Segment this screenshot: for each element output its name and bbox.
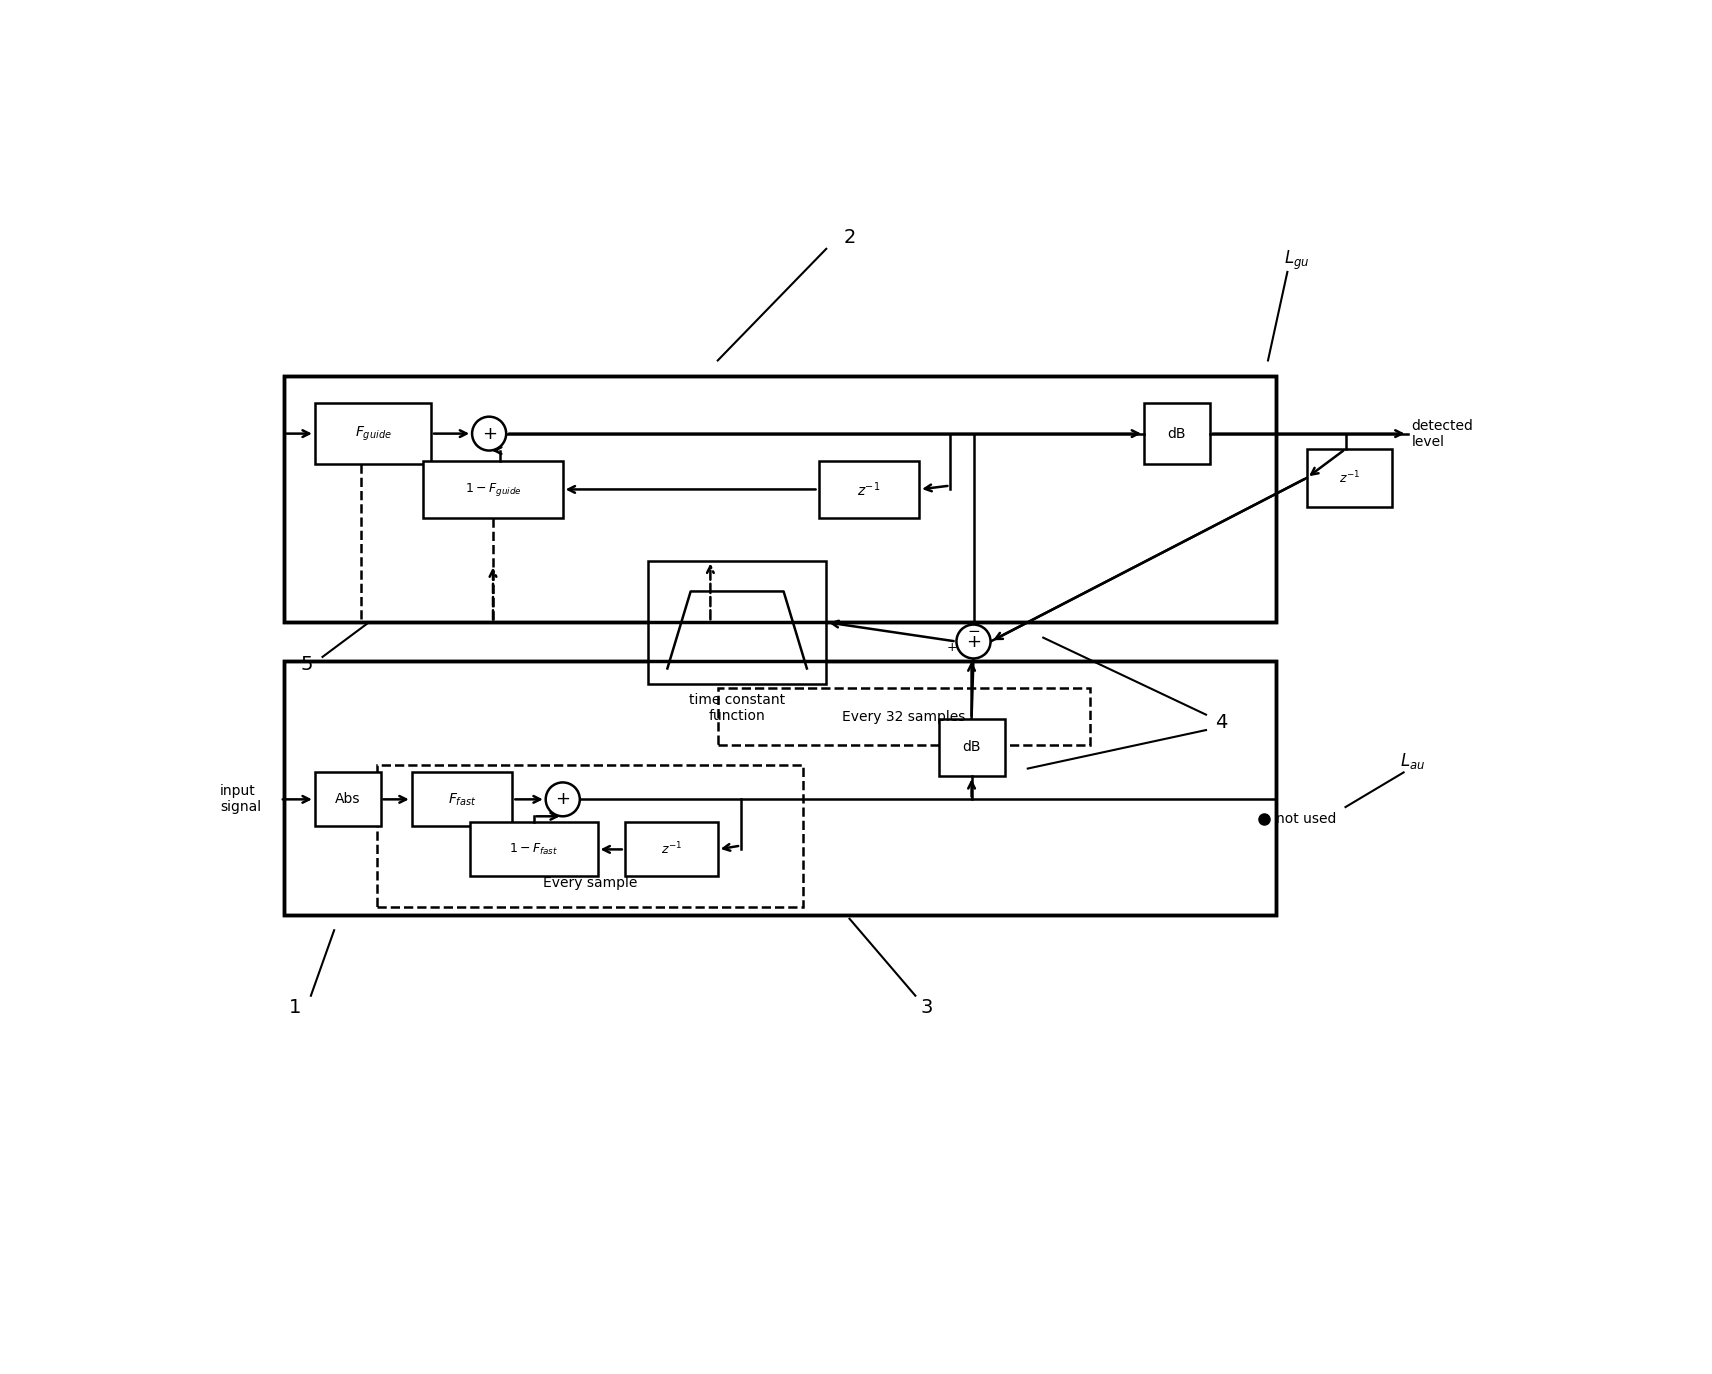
Text: time constant
function: time constant function [688,692,786,723]
FancyBboxPatch shape [315,403,431,464]
FancyBboxPatch shape [818,460,919,518]
FancyBboxPatch shape [284,661,1275,915]
Text: +: + [481,425,496,442]
Text: 3: 3 [921,998,933,1017]
Text: $z^{-1}$: $z^{-1}$ [661,841,681,857]
FancyBboxPatch shape [469,823,597,877]
Text: +: + [947,642,957,654]
Text: $F_{fast}$: $F_{fast}$ [449,791,476,808]
Text: detected
level: detected level [1411,419,1474,449]
FancyBboxPatch shape [717,688,1091,746]
FancyBboxPatch shape [1306,449,1392,507]
Text: 2: 2 [844,228,856,247]
Text: +: + [555,790,570,808]
Circle shape [957,625,991,658]
Text: 1: 1 [289,998,301,1017]
Circle shape [546,782,580,816]
Text: 5: 5 [301,655,313,675]
Text: Every 32 samples: Every 32 samples [842,709,966,724]
FancyBboxPatch shape [315,772,380,826]
FancyBboxPatch shape [1144,403,1210,464]
Text: Every sample: Every sample [543,877,637,890]
FancyBboxPatch shape [423,460,563,518]
Text: +: + [966,632,981,650]
Text: Abs: Abs [336,793,361,807]
Text: $1-F_{guide}$: $1-F_{guide}$ [464,481,520,497]
Text: $L_{gu}$: $L_{gu}$ [1284,249,1310,272]
FancyBboxPatch shape [625,823,717,877]
Circle shape [473,416,507,451]
Text: 4: 4 [1216,713,1228,732]
Text: input
signal: input signal [221,785,262,815]
Text: $L_{au}$: $L_{au}$ [1400,750,1424,771]
FancyBboxPatch shape [938,719,1005,776]
Text: $z^{-1}$: $z^{-1}$ [858,480,880,499]
Text: −: − [967,624,979,639]
Text: $1 - F_{fast}$: $1 - F_{fast}$ [508,842,558,857]
FancyBboxPatch shape [284,376,1275,622]
Text: $F_{guide}$: $F_{guide}$ [354,425,392,442]
Text: dB: dB [962,741,981,754]
Text: not used: not used [1275,812,1335,826]
FancyBboxPatch shape [411,772,512,826]
FancyBboxPatch shape [649,561,827,684]
Text: dB: dB [1168,426,1186,441]
FancyBboxPatch shape [377,765,803,907]
Text: $z^{-1}$: $z^{-1}$ [1339,470,1359,486]
